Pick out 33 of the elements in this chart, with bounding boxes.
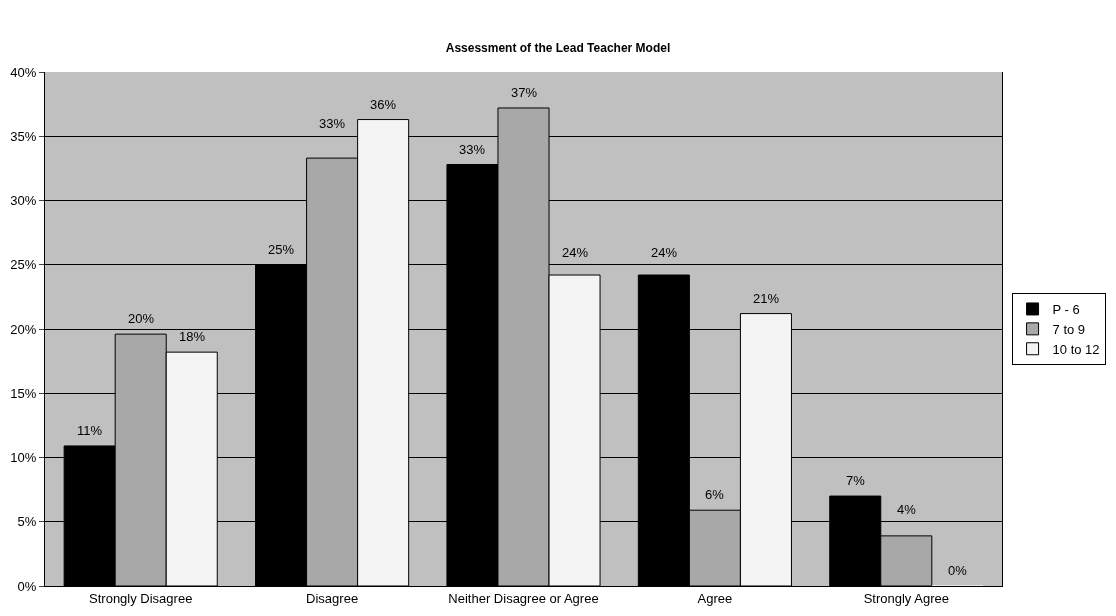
chart-title: Assessment of the Lead Teacher Model [445,40,671,55]
y-tick-label: 35% [10,128,37,144]
data-label: 36% [370,97,397,112]
data-label: 18% [179,329,206,344]
y-tick-label: 0% [17,578,37,594]
data-label: 37% [511,85,538,100]
y-tick-label: 30% [10,193,37,209]
data-label: 24% [651,245,678,260]
y-tick-label: 20% [10,321,37,337]
data-label: 24% [562,245,589,260]
legend-label: P - 6 [1052,302,1080,318]
y-tick-label: 5% [17,514,37,530]
data-label: 25% [268,242,295,257]
data-label: 33% [459,142,486,157]
y-tick-label: 15% [10,385,37,401]
data-label: 0% [948,563,968,578]
x-tick-label: Strongly Agree [863,590,949,606]
x-tick-label: Strongly Disagree [89,590,193,606]
y-tick-label: 10% [10,450,37,466]
data-label: 33% [319,116,346,131]
data-label: 21% [753,291,780,306]
y-tick-label: 40% [10,64,37,80]
legend-label: 7 to 9 [1052,321,1086,337]
x-tick-label: Agree [697,590,733,606]
y-tick-label: 25% [10,257,37,273]
data-label: 11% [77,423,103,438]
data-label: 20% [128,311,155,326]
x-tick-label: Disagree [306,590,359,606]
data-label: 4% [897,502,917,517]
legend-label: 10 to 12 [1052,341,1100,357]
x-tick-label: Neither Disagree or Agree [448,590,599,606]
data-label: 7% [846,473,866,488]
data-label: 6% [705,487,725,502]
